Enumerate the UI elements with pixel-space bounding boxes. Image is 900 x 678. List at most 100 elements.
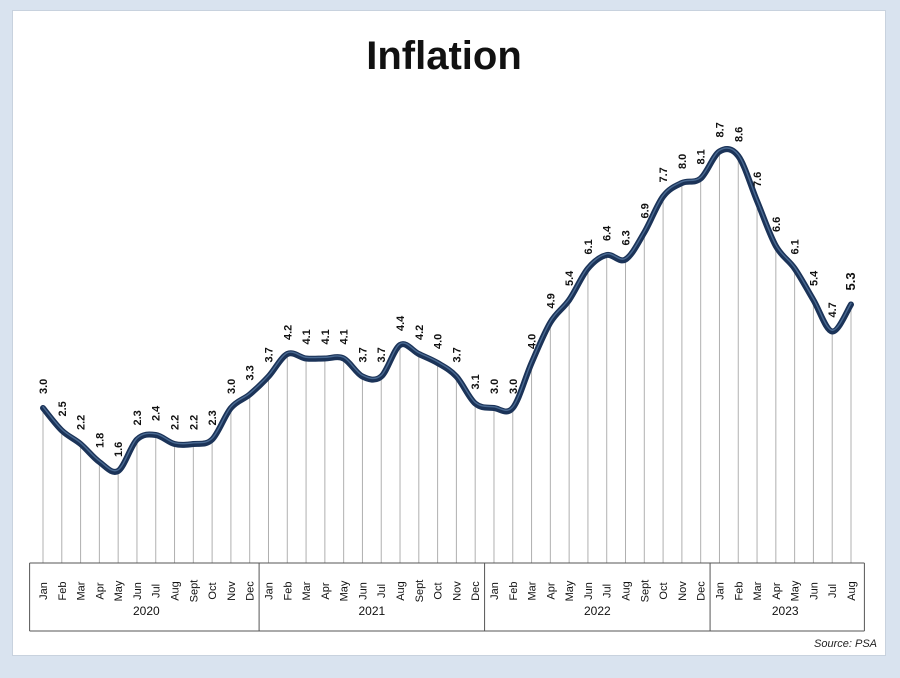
x-tick-label: Feb xyxy=(508,582,520,601)
x-tick-label: Mar xyxy=(527,581,539,600)
x-tick-label: Feb xyxy=(733,582,745,601)
data-label: 4.2 xyxy=(414,325,426,340)
inflation-line-highlight xyxy=(42,147,852,472)
chart-frame: Inflation Jan Feb Mar Apr May Jun Jul Aug Sept Oc… xyxy=(12,10,886,656)
x-tick-label: Mar xyxy=(76,581,88,600)
x-tick-label: Nov xyxy=(677,581,689,601)
x-tick-label: Jun xyxy=(132,582,144,600)
year-label: 2021 xyxy=(358,604,385,618)
x-tick-label: Aug xyxy=(395,581,407,601)
x-tick-label: Jun xyxy=(357,582,369,600)
x-tick-label: Apr xyxy=(94,582,106,599)
data-label: 6.6 xyxy=(771,217,783,232)
data-label: 3.7 xyxy=(263,347,275,362)
data-label: 8.1 xyxy=(696,149,708,164)
data-label: 6.1 xyxy=(790,239,802,254)
data-label: 2.2 xyxy=(76,415,88,430)
year-label: 2022 xyxy=(584,604,611,618)
x-tick-label: Aug xyxy=(846,581,858,601)
data-label: 6.4 xyxy=(602,225,614,241)
x-tick-label: Apr xyxy=(320,582,332,599)
data-label: 5.3 xyxy=(843,272,858,290)
data-label: 4.4 xyxy=(395,315,407,331)
x-tick-label: Oct xyxy=(207,582,219,599)
data-label: 3.0 xyxy=(226,379,238,394)
x-tick-label: Dec xyxy=(245,581,257,601)
x-tick-label: Jun xyxy=(808,582,820,600)
data-label: 3.1 xyxy=(470,374,482,389)
data-label: 8.6 xyxy=(733,127,745,142)
data-label: 2.4 xyxy=(151,405,163,421)
data-label: 2.3 xyxy=(132,410,144,425)
data-label: 3.0 xyxy=(489,379,501,394)
x-tick-label: Mar xyxy=(301,581,313,600)
data-label: 5.4 xyxy=(564,270,576,286)
data-label: 4.1 xyxy=(339,329,351,344)
data-label: 4.2 xyxy=(282,325,294,340)
x-tick-label: May xyxy=(790,580,802,601)
data-label: 2.2 xyxy=(188,415,200,430)
data-label: 4.7 xyxy=(827,302,839,317)
x-tick-label: Jan xyxy=(489,582,501,600)
data-label: 1.8 xyxy=(94,433,106,448)
data-label: 4.9 xyxy=(545,293,557,308)
x-tick-label: Aug xyxy=(621,581,633,601)
x-tick-label: Jul xyxy=(602,584,614,598)
x-tick-label: May xyxy=(339,580,351,601)
data-label: 4.0 xyxy=(527,334,539,349)
data-label: 3.0 xyxy=(508,379,520,394)
x-tick-label: Jul xyxy=(827,584,839,598)
x-axis: Jan Feb Mar Apr May Jun Jul Aug Sept Oct Nov Dec Jan… xyxy=(29,562,865,632)
x-tick-label: Apr xyxy=(771,582,783,599)
x-tick-label: Jan xyxy=(263,582,275,600)
x-tick-label: Sept xyxy=(188,580,200,603)
data-label: 3.3 xyxy=(245,365,257,380)
x-tick-label: Oct xyxy=(658,582,670,599)
data-label: 3.7 xyxy=(451,347,463,362)
data-label: 4.0 xyxy=(433,334,445,349)
year-label: 2023 xyxy=(772,604,799,618)
inflation-line xyxy=(40,146,854,475)
x-tick-label: Dec xyxy=(696,581,708,601)
data-label: 5.4 xyxy=(808,270,820,286)
data-label: 3.7 xyxy=(376,347,388,362)
x-tick-label: Jul xyxy=(376,584,388,598)
year-label: 2020 xyxy=(133,604,160,618)
data-labels: 3.0 2.5 2.2 1.8 1.6 2.3 2.4 2.2 2.2 2.3 3.0 3.3 3.7 4… xyxy=(38,122,858,457)
x-tick-label: May xyxy=(564,580,576,601)
data-label: 6.1 xyxy=(583,239,595,254)
inflation-line-chart: Inflation Jan Feb Mar Apr May Jun Jul Aug Sept Oc… xyxy=(29,34,877,650)
data-label: 1.6 xyxy=(113,442,125,457)
x-tick-label: Dec xyxy=(470,581,482,601)
source-note: Source: PSA xyxy=(814,638,877,650)
series-line xyxy=(40,146,854,475)
data-label: 7.7 xyxy=(658,167,670,182)
data-label: 3.7 xyxy=(357,347,369,362)
drop-lines xyxy=(42,151,852,563)
data-label: 4.1 xyxy=(301,329,313,344)
x-tick-label: Mar xyxy=(752,581,764,600)
x-tick-label: Jan xyxy=(714,582,726,600)
data-label: 4.1 xyxy=(320,329,332,344)
data-label: 8.7 xyxy=(714,122,726,137)
x-tick-label: Jul xyxy=(151,584,163,598)
data-label: 2.2 xyxy=(170,415,182,430)
data-label: 8.0 xyxy=(677,154,689,169)
x-tick-label: Apr xyxy=(545,582,557,599)
chart-title: Inflation xyxy=(366,34,522,78)
x-tick-label: Aug xyxy=(170,581,182,601)
data-label: 3.0 xyxy=(38,379,50,394)
x-tick-label: Feb xyxy=(57,582,69,601)
x-tick-label: Sept xyxy=(639,580,651,603)
x-tick-label: Feb xyxy=(282,582,294,601)
data-label: 2.3 xyxy=(207,410,219,425)
data-label: 6.3 xyxy=(621,230,633,245)
x-tick-label: Sept xyxy=(414,580,426,603)
data-label: 2.5 xyxy=(57,401,69,416)
x-tick-label: Nov xyxy=(226,581,238,601)
x-tick-label: Nov xyxy=(451,581,463,601)
x-tick-label: Jan xyxy=(38,582,50,600)
x-tick-label: May xyxy=(113,580,125,601)
data-label: 7.6 xyxy=(752,172,764,187)
x-tick-label: Oct xyxy=(433,582,445,599)
